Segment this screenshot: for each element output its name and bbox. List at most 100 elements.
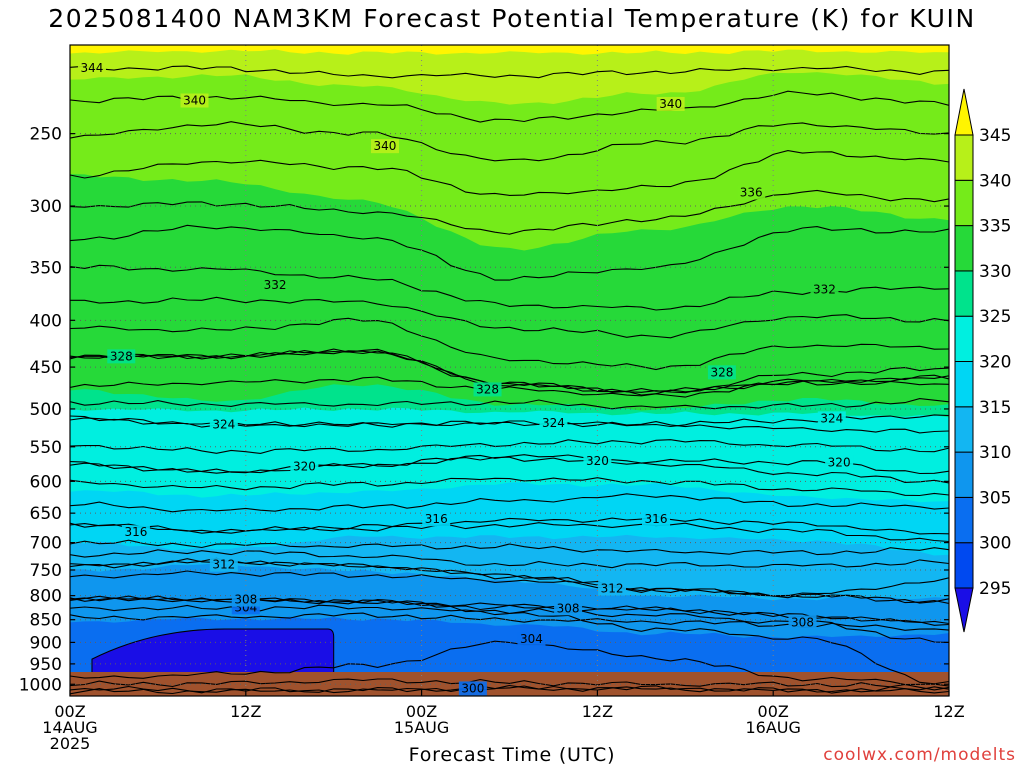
- contour-320-line: [70, 456, 949, 484]
- contour-label-308: 308: [554, 601, 583, 616]
- contour-label-bg: [261, 278, 290, 293]
- contour-label-text: 312: [212, 558, 235, 572]
- y-tick-label: 500: [30, 400, 62, 420]
- contour-label-text: 316: [425, 512, 448, 526]
- colorbar-label: 320: [979, 353, 1011, 373]
- contour-label-316: 316: [422, 512, 451, 527]
- contour-label-312: 312: [209, 557, 238, 572]
- colorbar-swatch: [954, 315, 974, 363]
- contour-340-line: [70, 90, 949, 123]
- credit-text: coolwx.com/modelts: [823, 745, 1016, 765]
- contour-label-text: 320: [828, 455, 851, 469]
- x-tick-label: 00Z: [54, 702, 85, 721]
- y-tick-label: 400: [30, 311, 62, 331]
- x-tick-label: 12Z: [582, 702, 613, 721]
- contour-label-bg: [473, 382, 502, 397]
- contour-label-bg: [554, 601, 583, 616]
- contour-label-text: 340: [183, 94, 206, 108]
- contour-label-316: 316: [121, 525, 150, 540]
- contour-label-text: 324: [212, 418, 235, 432]
- contour-label-320: 320: [825, 455, 854, 470]
- contour-336-line: [70, 189, 949, 235]
- contour-line: [70, 493, 949, 513]
- contour-label-324: 324: [817, 411, 846, 426]
- colorbar: 295 300 305 310 315 320 325 330 335 340 345: [954, 88, 1011, 633]
- y-tick-label: 350: [30, 258, 62, 278]
- contour-label-340: 340: [656, 96, 685, 111]
- colorbar-label: 295: [979, 579, 1011, 599]
- contour-line: [70, 224, 949, 281]
- contour-label-bg: [370, 139, 399, 154]
- colorbar-label: 310: [979, 443, 1011, 463]
- temperature-fills: [70, 45, 949, 696]
- contour-label-text: 316: [645, 512, 668, 526]
- contour-label-text: 324: [820, 411, 843, 425]
- y-tick-label: 700: [30, 534, 62, 554]
- contour-label-340: 340: [180, 93, 209, 108]
- contour-label-bg: [209, 417, 238, 432]
- contour-label-bg: [107, 349, 136, 364]
- contour-label-text: 324: [542, 416, 565, 430]
- contour-label-text: 320: [586, 454, 609, 468]
- contour-label-bg: [77, 61, 106, 76]
- contour-line: [70, 398, 949, 410]
- x-tick-label: 2025: [50, 734, 91, 753]
- contour-label-332: 332: [810, 282, 839, 297]
- chart-title: 2025081400 NAM3KM Forecast Potential Tem…: [48, 4, 976, 33]
- colorbar-label: 300: [979, 534, 1011, 554]
- contour-label-344: 344: [77, 61, 106, 76]
- contour-label-bg: [817, 411, 846, 426]
- contour-label-text: 332: [264, 278, 287, 292]
- colorbar-label: 335: [979, 217, 1011, 237]
- contour-line: [70, 678, 949, 691]
- contour-label-332: 332: [261, 278, 290, 293]
- contour-label-304: 304: [517, 631, 546, 646]
- colorbar-label: 305: [979, 488, 1011, 508]
- contour-line: [70, 296, 949, 339]
- contour-label-bg: [788, 615, 817, 630]
- contour-label-bg: [231, 592, 260, 607]
- contour-label-bg: [458, 681, 487, 696]
- colorbar-label: 315: [979, 398, 1011, 418]
- contour-label-320: 320: [583, 453, 612, 468]
- contour-label-text: 308: [234, 593, 257, 607]
- colorbar-swatch: [954, 134, 974, 181]
- contour-line: [70, 477, 949, 497]
- contour-label-308: 308: [231, 592, 260, 607]
- contour-line: [70, 549, 949, 569]
- contour-line: [70, 570, 949, 597]
- contour-label-bg: [121, 525, 150, 540]
- y-tick-label: 250: [30, 125, 62, 145]
- x-tick-label: 12Z: [230, 702, 261, 721]
- contour-line: [70, 439, 949, 454]
- colorbar-swatch: [954, 496, 974, 544]
- y-tick-label: 1000: [19, 675, 62, 695]
- x-tick-label: 16AUG: [745, 718, 800, 737]
- plot-frame: [69, 44, 950, 697]
- contour-label-308: 308: [788, 615, 817, 630]
- contour-label-340: 340: [370, 139, 399, 154]
- contour-label-text: 328: [110, 349, 133, 363]
- contour-label-300: 300: [458, 681, 487, 696]
- colorbar-swatch: [954, 406, 974, 453]
- x-tick-label: 15AUG: [394, 718, 449, 737]
- contour-label-bg: [737, 185, 766, 200]
- contour-label-336: 336: [737, 185, 766, 200]
- contour-line: [70, 539, 949, 556]
- y-tick-label: 550: [30, 438, 62, 458]
- contour-label-text: 316: [124, 525, 147, 539]
- contour-label-text: 336: [740, 186, 763, 200]
- contour-label-text: 328: [476, 382, 499, 396]
- contour-label-text: 300: [461, 681, 484, 695]
- contour-line: [70, 317, 949, 371]
- y-axis: 2503003504004505005506006507007508008509…: [19, 125, 949, 695]
- contour-label-324: 324: [209, 417, 238, 432]
- y-tick-label: 650: [30, 504, 62, 524]
- colorbar-label: 330: [979, 262, 1011, 282]
- colorbar-swatch: [954, 451, 974, 498]
- x-axis-label: Forecast Time (UTC): [408, 744, 616, 766]
- contour-label-bg: [583, 453, 612, 468]
- contour-label-bg: [290, 459, 319, 474]
